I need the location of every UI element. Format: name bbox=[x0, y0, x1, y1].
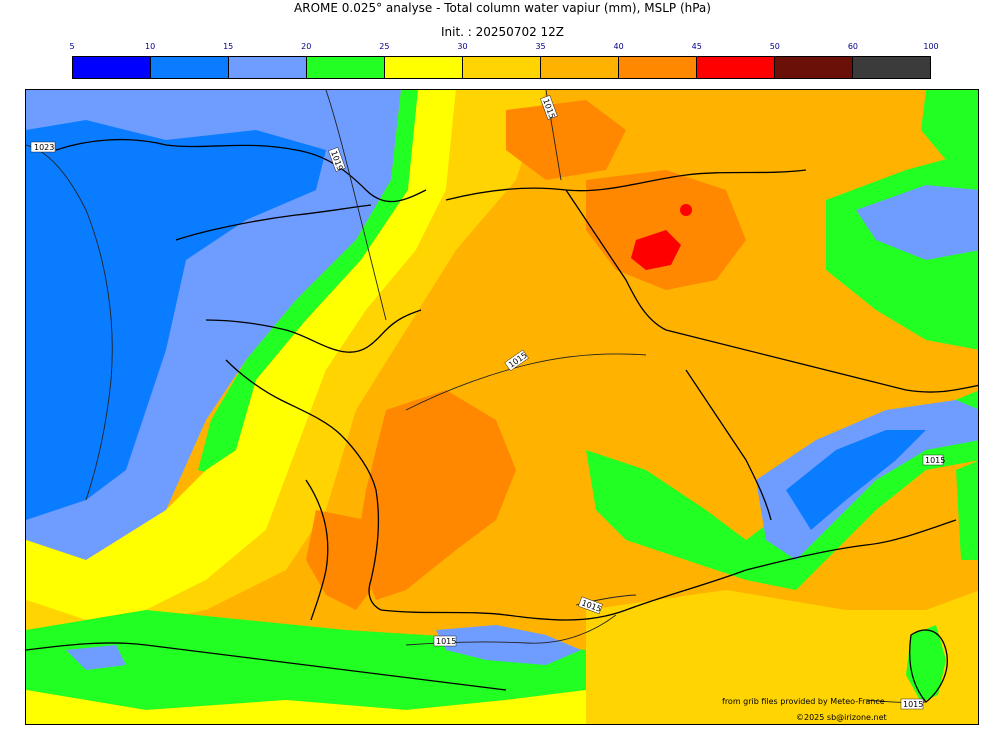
colorbar-tick-label: 50 bbox=[769, 42, 780, 51]
colorbar-segment bbox=[307, 57, 385, 78]
moist-green-band bbox=[198, 90, 418, 475]
corsica-green bbox=[906, 625, 946, 702]
weather-map: 1023 1019 1015 1015 1015 1015 1015 10 bbox=[25, 89, 979, 725]
colorbar-segment bbox=[151, 57, 229, 78]
isobar-label-1015-alps: 1015 bbox=[925, 456, 945, 465]
iberia-yellow bbox=[26, 690, 586, 724]
data-source-credit: from grib files provided by Meteo-France bbox=[722, 697, 885, 706]
colorbar-segment bbox=[619, 57, 697, 78]
init-time: Init. : 20250702 12Z bbox=[440, 25, 565, 39]
red-moisture-spot-small bbox=[680, 204, 692, 216]
alps-deep-blue bbox=[786, 430, 926, 530]
colorbar-tick-label: 40 bbox=[613, 42, 624, 51]
pyrenees-light-blue bbox=[436, 625, 581, 665]
orange-core-north bbox=[506, 100, 626, 180]
colorbar-segment bbox=[463, 57, 541, 78]
isobar-label-1015-corsica: 1015 bbox=[903, 700, 923, 709]
green-patch-northeast bbox=[921, 90, 978, 160]
colorbar bbox=[72, 56, 931, 79]
colorbar-segment bbox=[775, 57, 853, 78]
copyright-credit: ©2025 sb@irizone.net bbox=[796, 713, 887, 722]
colorbar-segment bbox=[697, 57, 775, 78]
colorbar-segment bbox=[73, 57, 151, 78]
orange-core-central bbox=[356, 390, 516, 600]
isobar-label-1023: 1023 bbox=[34, 143, 54, 152]
colorbar-tick-label: 15 bbox=[223, 42, 234, 51]
italy-green bbox=[956, 460, 978, 560]
colorbar-tick-label: 45 bbox=[691, 42, 702, 51]
colorbar-tick-label: 100 bbox=[923, 42, 939, 51]
colorbar-tick-label: 25 bbox=[379, 42, 390, 51]
map-title: AROME 0.025° analyse - Total column wate… bbox=[294, 1, 711, 15]
yellow-band bbox=[26, 90, 456, 620]
colorbar-tick-label: 10 bbox=[144, 42, 156, 51]
alps-green bbox=[586, 390, 978, 590]
colorbar-tick-label: 20 bbox=[301, 42, 312, 51]
light-orange-region bbox=[26, 90, 546, 635]
atlantic-deep-blue bbox=[26, 120, 326, 520]
colorbar-segment bbox=[853, 57, 930, 78]
colorbar-tick-label: 30 bbox=[457, 42, 468, 51]
colorbar-segment bbox=[229, 57, 307, 78]
colorbar-tick-label: 60 bbox=[847, 42, 858, 51]
mediterranean-yellow bbox=[586, 590, 978, 724]
iberia-light-blue-patch bbox=[66, 645, 126, 670]
light-blue-patch-east bbox=[856, 185, 978, 260]
colorbar-segment bbox=[541, 57, 619, 78]
coastlines bbox=[26, 138, 978, 703]
colorbar-segment bbox=[385, 57, 463, 78]
colorbar-tick-label: 5 bbox=[69, 42, 75, 51]
colorbar-tick-label: 35 bbox=[535, 42, 546, 51]
red-moisture-spot bbox=[631, 230, 681, 270]
isobar-label-1015-pyrenees: 1015 bbox=[436, 637, 456, 646]
